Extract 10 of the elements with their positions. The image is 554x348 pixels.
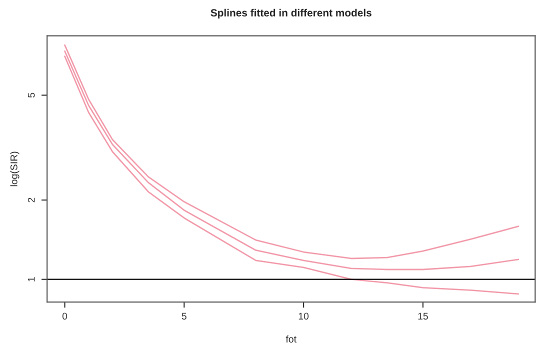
x-tick-label: 5 <box>182 312 186 320</box>
y-tick-label: 1 <box>28 277 35 282</box>
y-axis-title: log(SIR) <box>10 152 20 186</box>
y-tick-label: 5 <box>28 92 35 98</box>
y-tick-label: 2 <box>28 198 35 202</box>
x-tick-label: 0 <box>62 312 68 320</box>
x-axis-title: fot <box>286 335 296 343</box>
x-tick-label: 15 <box>418 312 428 320</box>
chart-title: Splines fitted in different models <box>210 8 372 19</box>
x-tick-label: 10 <box>298 312 309 320</box>
